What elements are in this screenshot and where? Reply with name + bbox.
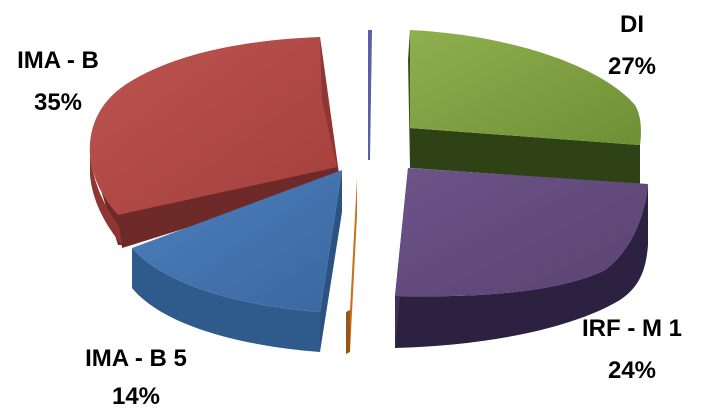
slice-small-orange	[346, 178, 357, 354]
label-ima-b5-name: IMA - B 5	[85, 345, 187, 372]
label-ima-b5-value: 14%	[112, 383, 160, 408]
label-ima-b-value: 35%	[34, 89, 82, 116]
slice-ima-b5	[132, 170, 342, 352]
label-di-value: 27%	[608, 53, 656, 80]
slice-irf-m1	[395, 168, 648, 348]
slice-small-violet	[368, 30, 372, 160]
slice-ima-b	[89, 37, 340, 248]
label-di-name: DI	[620, 11, 644, 38]
label-irf-m1-value: 24%	[608, 357, 656, 384]
label-irf-m1-name: IRF - M 1	[582, 315, 682, 342]
slice-di	[408, 30, 641, 184]
label-ima-b-name: IMA - B	[17, 47, 99, 74]
